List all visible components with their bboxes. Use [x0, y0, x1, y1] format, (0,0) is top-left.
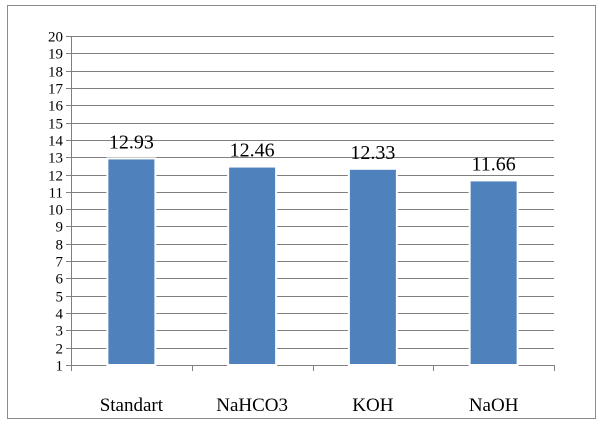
x-tick-label: Standart	[100, 395, 164, 416]
y-tick-label: 11	[49, 186, 63, 202]
bar	[347, 167, 398, 366]
y-tick-label: 5	[56, 290, 64, 306]
y-tick-label: 15	[48, 117, 63, 133]
y-tick-label: 16	[48, 99, 64, 115]
y-tick-label: 8	[56, 238, 64, 254]
bar	[227, 165, 278, 366]
y-tick-label: 7	[56, 255, 64, 271]
x-tick-label: NaHCO3	[216, 395, 288, 416]
y-tick-label: 20	[48, 30, 63, 46]
y-tick-label: 2	[56, 342, 64, 358]
data-label: 12.93	[109, 131, 154, 153]
data-labels: 12.93 12.46 12.33 11.66	[109, 131, 516, 175]
x-tick-label: NaOH	[469, 395, 519, 416]
bars	[106, 157, 519, 366]
y-tick-label: 9	[56, 220, 64, 236]
y-tick-label: 17	[48, 82, 64, 98]
bar	[468, 179, 519, 366]
y-tick-label: 1	[56, 359, 64, 375]
y-tick-label: 3	[56, 324, 64, 340]
bar	[106, 157, 157, 366]
data-label: 12.33	[350, 142, 395, 164]
data-label: 11.66	[471, 153, 515, 175]
y-tick-label: 13	[48, 151, 63, 167]
y-tick-label: 19	[48, 47, 63, 63]
y-tick-label: 10	[48, 203, 63, 219]
y-tick-label: 14	[48, 134, 64, 150]
y-tick-label: 6	[56, 272, 64, 288]
y-tick-label: 18	[48, 65, 63, 81]
y-tick-label: 12	[48, 169, 63, 185]
data-label: 12.46	[230, 140, 275, 162]
x-tick-label: KOH	[352, 395, 393, 416]
y-tick-label: 4	[56, 307, 64, 323]
x-tick-labels: Standart NaHCO3 KOH NaOH	[100, 395, 519, 416]
